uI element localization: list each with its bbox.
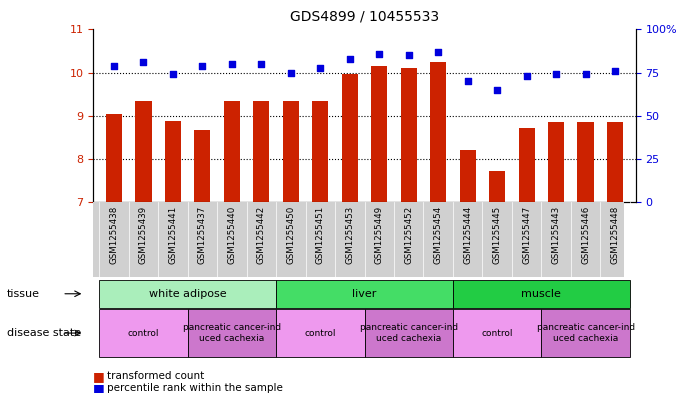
Text: GSM1255446: GSM1255446 <box>581 206 590 264</box>
Bar <box>106 114 122 202</box>
Text: muscle: muscle <box>522 289 561 299</box>
Bar <box>276 280 453 308</box>
Bar <box>489 171 505 202</box>
Point <box>315 64 326 71</box>
Point <box>256 61 267 67</box>
Bar <box>100 310 188 357</box>
Text: GSM1255448: GSM1255448 <box>611 206 620 264</box>
Bar <box>518 128 535 202</box>
Text: disease state: disease state <box>7 328 81 338</box>
Bar <box>100 280 276 308</box>
Bar <box>430 62 446 202</box>
Text: GSM1255447: GSM1255447 <box>522 206 531 264</box>
Point <box>197 62 208 69</box>
Bar <box>460 150 476 202</box>
Point <box>167 71 178 77</box>
Bar <box>224 101 240 202</box>
Text: GSM1255445: GSM1255445 <box>493 206 502 264</box>
Text: GSM1255449: GSM1255449 <box>375 206 384 264</box>
Bar <box>312 101 328 202</box>
Bar <box>371 66 388 202</box>
Text: tissue: tissue <box>7 289 40 299</box>
Text: pancreatic cancer-ind
uced cachexia: pancreatic cancer-ind uced cachexia <box>183 323 281 343</box>
Bar <box>541 310 630 357</box>
Point <box>108 62 120 69</box>
Text: liver: liver <box>352 289 377 299</box>
Point <box>403 52 414 59</box>
Bar <box>164 121 181 202</box>
Point <box>344 56 355 62</box>
Text: pancreatic cancer-ind
uced cachexia: pancreatic cancer-ind uced cachexia <box>536 323 634 343</box>
Bar <box>283 101 299 202</box>
Point <box>433 49 444 55</box>
Bar <box>548 122 565 202</box>
Text: GSM1255439: GSM1255439 <box>139 206 148 264</box>
Text: control: control <box>305 329 336 338</box>
Text: GSM1255437: GSM1255437 <box>198 206 207 264</box>
Text: GSM1255450: GSM1255450 <box>286 206 295 264</box>
Text: pancreatic cancer-ind
uced cachexia: pancreatic cancer-ind uced cachexia <box>359 323 457 343</box>
Bar <box>453 310 541 357</box>
Point <box>227 61 238 67</box>
Bar <box>253 101 269 202</box>
Point <box>609 68 621 74</box>
Bar <box>401 68 417 202</box>
Text: GSM1255452: GSM1255452 <box>404 206 413 264</box>
Point <box>491 87 502 93</box>
Point <box>551 71 562 77</box>
Point <box>580 71 591 77</box>
Text: GSM1255453: GSM1255453 <box>346 206 354 264</box>
Bar <box>341 73 358 202</box>
Bar <box>578 122 594 202</box>
Text: control: control <box>128 329 159 338</box>
Text: GSM1255443: GSM1255443 <box>551 206 560 264</box>
Text: GSM1255438: GSM1255438 <box>109 206 118 264</box>
Text: GSM1255451: GSM1255451 <box>316 206 325 264</box>
Text: GSM1255442: GSM1255442 <box>257 206 266 264</box>
Bar <box>365 310 453 357</box>
Text: GDS4899 / 10455533: GDS4899 / 10455533 <box>290 10 439 24</box>
Text: GSM1255440: GSM1255440 <box>227 206 236 264</box>
Text: control: control <box>482 329 513 338</box>
Text: percentile rank within the sample: percentile rank within the sample <box>107 383 283 393</box>
Text: GSM1255444: GSM1255444 <box>463 206 472 264</box>
Text: GSM1255454: GSM1255454 <box>434 206 443 264</box>
Point <box>138 59 149 66</box>
Point <box>374 51 385 57</box>
Bar <box>194 130 211 202</box>
Bar <box>453 280 630 308</box>
Text: ■: ■ <box>93 370 105 383</box>
Text: GSM1255441: GSM1255441 <box>169 206 178 264</box>
Text: transformed count: transformed count <box>107 371 205 382</box>
Point <box>462 78 473 84</box>
Text: ■: ■ <box>93 382 105 393</box>
Bar <box>135 101 151 202</box>
Bar <box>607 122 623 202</box>
Text: white adipose: white adipose <box>149 289 227 299</box>
Point <box>521 73 532 79</box>
Bar <box>188 310 276 357</box>
Bar <box>276 310 365 357</box>
Point <box>285 70 296 76</box>
